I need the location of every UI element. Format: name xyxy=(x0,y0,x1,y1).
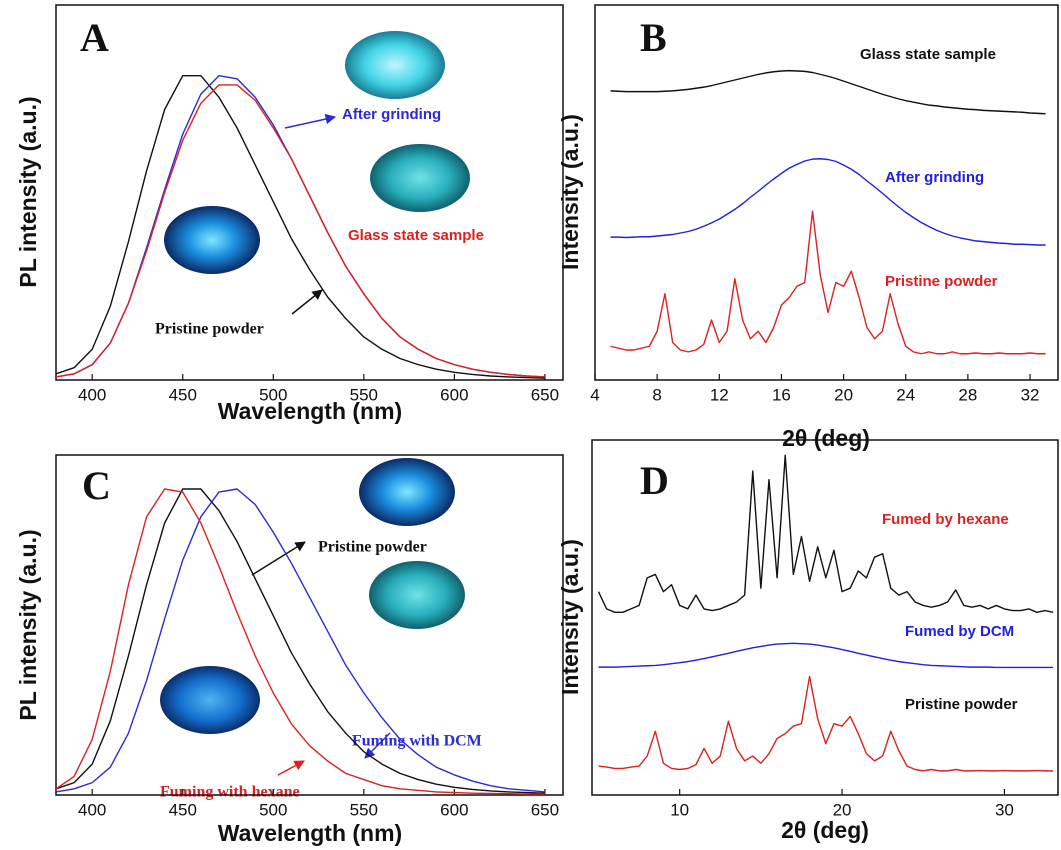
photo xyxy=(369,561,465,629)
series-line xyxy=(598,675,1054,772)
arrows xyxy=(251,113,391,776)
panel: 10 20 30 xyxy=(591,439,1059,819)
series-label: Pristine powder xyxy=(318,539,427,556)
x-tick-label: 28 xyxy=(958,385,977,404)
plot-frame xyxy=(591,439,1059,796)
x-axis-title: 2θ (deg) xyxy=(781,817,869,843)
photo xyxy=(160,666,260,734)
x-axis-title: Wavelength (nm) xyxy=(218,398,402,424)
x-tick-label: 4 xyxy=(590,385,599,404)
x-tick-label: 600 xyxy=(440,800,468,819)
panel: 400 450 500 550 600 650 xyxy=(55,454,564,819)
series-label: Pristine powder xyxy=(885,273,998,290)
x-tick-label: 32 xyxy=(1021,385,1040,404)
series-line xyxy=(55,84,545,378)
plot-frame xyxy=(594,4,1059,381)
x-tick-label: 400 xyxy=(78,800,106,819)
panel: 4 8 12 16 20 24 28 32 xyxy=(590,4,1059,404)
series-line xyxy=(610,69,1046,115)
series-line xyxy=(55,488,545,794)
series-line xyxy=(610,210,1046,355)
series-line xyxy=(55,488,545,795)
arrow xyxy=(277,760,305,776)
photo xyxy=(370,144,470,212)
y-axis-title: Intensity (a.u.) xyxy=(557,539,583,695)
photo xyxy=(359,458,455,526)
x-axis-title: Wavelength (nm) xyxy=(218,820,402,846)
panel-label: C xyxy=(82,463,111,508)
series-label: Pristine powder xyxy=(155,321,264,338)
arrow xyxy=(251,541,306,576)
x-tick-label: 500 xyxy=(259,800,287,819)
series-label: Fumed by hexane xyxy=(882,511,1009,528)
y-axis-title: PL intensity (a.u.) xyxy=(15,529,41,720)
photos xyxy=(160,31,470,734)
series-line xyxy=(598,642,1054,669)
x-tick-label: 8 xyxy=(652,385,661,404)
photo xyxy=(164,206,260,274)
x-tick-label: 600 xyxy=(440,385,468,404)
series-label: Fuming with DCM xyxy=(352,733,482,750)
x-tick-label: 450 xyxy=(169,800,197,819)
plot-frame xyxy=(55,454,564,796)
x-tick-label: 550 xyxy=(350,800,378,819)
series-line xyxy=(597,454,1054,614)
series-label: Pristine powder xyxy=(905,696,1018,713)
series-label: Glass state sample xyxy=(860,46,996,63)
x-tick-label: 24 xyxy=(896,385,915,404)
arrow xyxy=(364,732,391,759)
x-tick-label: 10 xyxy=(670,800,689,819)
photo xyxy=(345,31,445,99)
arrow xyxy=(284,113,337,129)
x-tick-label: 650 xyxy=(531,800,559,819)
series-label: Glass state sample xyxy=(348,227,484,244)
x-tick-label: 20 xyxy=(833,800,852,819)
series-label: Fumed by DCM xyxy=(905,623,1014,640)
series-line xyxy=(55,75,545,379)
series-label: Fuming with hexane xyxy=(160,784,300,801)
x-tick-label: 400 xyxy=(78,385,106,404)
series-label: After grinding xyxy=(342,106,441,123)
x-tick-label: 450 xyxy=(169,385,197,404)
x-tick-label: 30 xyxy=(995,800,1014,819)
series-line xyxy=(55,488,545,793)
panel: 400 450 500 550 600 650 xyxy=(55,4,564,404)
series-line xyxy=(610,158,1046,246)
series-label: After grinding xyxy=(885,169,984,186)
arrow xyxy=(291,289,323,315)
x-tick-label: 650 xyxy=(531,385,559,404)
plot-frame xyxy=(55,4,564,381)
y-axis-title: Intensity (a.u.) xyxy=(557,114,583,270)
panel-label: B xyxy=(640,15,667,60)
x-tick-label: 16 xyxy=(772,385,791,404)
x-tick-label: 550 xyxy=(350,385,378,404)
x-tick-label: 500 xyxy=(259,385,287,404)
y-axis-title: PL intensity (a.u.) xyxy=(15,96,41,287)
x-tick-label: 12 xyxy=(710,385,729,404)
panel-label: D xyxy=(640,458,669,503)
x-axis-title: 2θ (deg) xyxy=(782,425,870,451)
panel-label: A xyxy=(80,15,109,60)
x-tick-label: 20 xyxy=(834,385,853,404)
